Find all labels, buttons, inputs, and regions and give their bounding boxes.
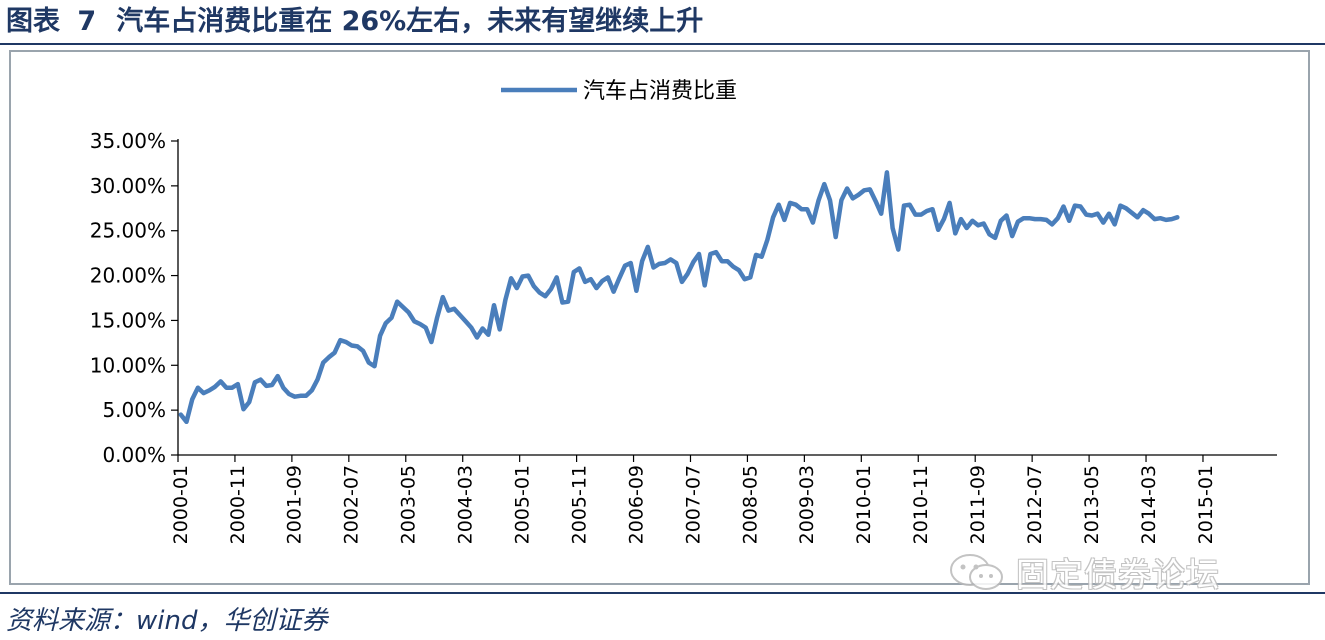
x-tick-label: 2011-09 [967,465,989,544]
y-tick-label: 30.00% [90,174,166,198]
x-tick-label: 2010-01 [853,465,875,544]
series-line [178,170,1180,425]
chart-frame: 0.00% 5.00% 10.00% 15.00% 20.00% 25.00% 30.00%… [9,50,1310,585]
y-tick-label: 20.00% [90,264,166,288]
x-tick-label: 2012-07 [1024,465,1046,544]
y-tick-label: 35.00% [90,129,166,153]
x-tick-label: 2007-07 [682,465,704,544]
y-tick-label: 15.00% [90,308,166,332]
x-tick-label: 2006-09 [625,465,647,544]
watermark-text: 固定债券论坛 [1016,555,1220,594]
x-tick-label: 2001-09 [284,465,306,544]
x-tick-label: 2003-05 [398,465,420,544]
x-tick-label: 2000-11 [227,465,249,544]
x-tick-label: 2008-05 [739,465,761,544]
heading-prefix: 图表 [6,6,60,37]
x-tick-label: 2009-03 [796,465,818,544]
top-rule [0,43,1325,45]
watermark: 固定债券论坛 [948,552,1220,594]
chart-svg: 0.00% 5.00% 10.00% 15.00% 20.00% 25.00% 30.00%… [90,79,1277,544]
x-tick-label: 2005-01 [512,465,534,544]
y-tick-label: 10.00% [90,353,166,377]
x-tick-label: 2015-01 [1195,465,1217,544]
chart-heading: 图表 7 汽车占消费比重在 26%左右，未来有望继续上升 [6,4,703,40]
y-tick-label: 0.00% [102,443,166,467]
bottom-rule [0,592,1325,594]
y-tick-label: 5.00% [102,398,166,422]
heading-number: 7 [77,6,97,37]
x-tick-label: 2002-07 [341,465,363,544]
x-tick-label: 2010-11 [910,465,932,544]
x-tick-label: 2000-01 [170,465,192,544]
x-tick-label: 2004-03 [455,465,477,544]
x-tick-label: 2013-05 [1081,465,1103,544]
source-note: 资料来源：wind，华创证券 [6,606,328,636]
heading-title: 汽车占消费比重在 26%左右，未来有望继续上升 [116,6,704,37]
legend-label: 汽车占消费比重 [583,79,737,104]
x-tick-label: 2005-11 [568,465,590,544]
wechat-icon [950,554,1003,590]
y-tick-label: 25.00% [90,219,166,243]
x-tick-label: 2014-03 [1138,465,1160,544]
